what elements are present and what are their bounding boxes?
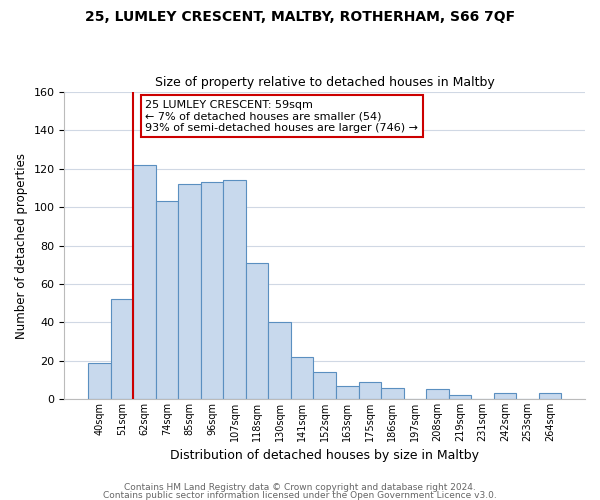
Y-axis label: Number of detached properties: Number of detached properties bbox=[15, 152, 28, 338]
Bar bbox=[359, 382, 381, 399]
Text: 25 LUMLEY CRESCENT: 59sqm
← 7% of detached houses are smaller (54)
93% of semi-d: 25 LUMLEY CRESCENT: 59sqm ← 7% of detach… bbox=[145, 100, 418, 133]
Text: Contains public sector information licensed under the Open Government Licence v3: Contains public sector information licen… bbox=[103, 490, 497, 500]
Bar bbox=[133, 165, 155, 399]
Bar bbox=[449, 395, 471, 399]
Title: Size of property relative to detached houses in Maltby: Size of property relative to detached ho… bbox=[155, 76, 494, 90]
Bar bbox=[88, 362, 110, 399]
Bar bbox=[313, 372, 336, 399]
Bar bbox=[110, 300, 133, 399]
Text: 25, LUMLEY CRESCENT, MALTBY, ROTHERHAM, S66 7QF: 25, LUMLEY CRESCENT, MALTBY, ROTHERHAM, … bbox=[85, 10, 515, 24]
Bar bbox=[336, 386, 359, 399]
Text: Contains HM Land Registry data © Crown copyright and database right 2024.: Contains HM Land Registry data © Crown c… bbox=[124, 483, 476, 492]
Bar bbox=[539, 394, 562, 399]
Bar bbox=[178, 184, 201, 399]
Bar bbox=[223, 180, 246, 399]
Bar bbox=[268, 322, 291, 399]
X-axis label: Distribution of detached houses by size in Maltby: Distribution of detached houses by size … bbox=[170, 450, 479, 462]
Bar bbox=[426, 390, 449, 399]
Bar bbox=[201, 182, 223, 399]
Bar bbox=[246, 263, 268, 399]
Bar bbox=[381, 388, 404, 399]
Bar bbox=[291, 357, 313, 399]
Bar bbox=[155, 202, 178, 399]
Bar bbox=[494, 394, 516, 399]
